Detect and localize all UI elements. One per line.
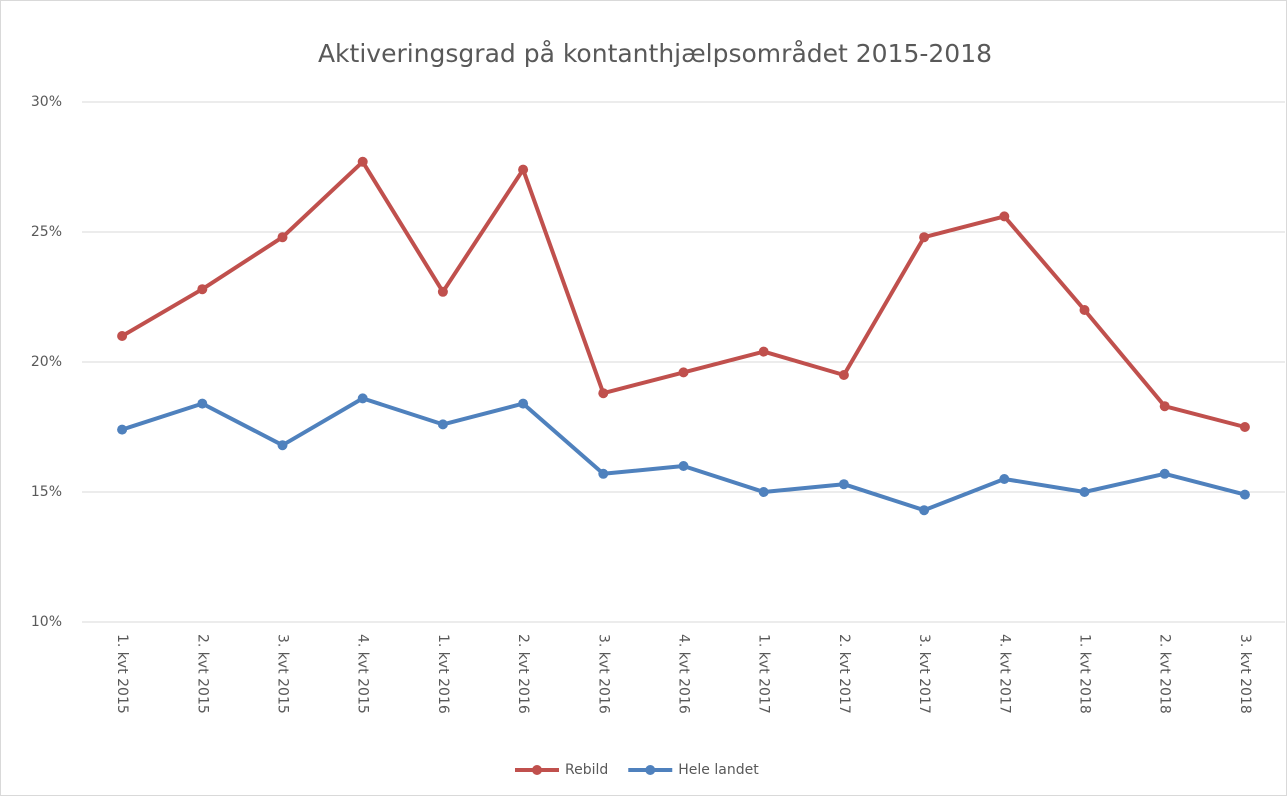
y-tick-label: 15%: [31, 484, 62, 500]
point: [117, 424, 128, 435]
x-tick-label: 1. kvt 2015: [114, 634, 130, 714]
point: [357, 156, 368, 167]
point: [1239, 422, 1250, 432]
x-tick-label: 2. kvt 2016: [515, 634, 531, 714]
point: [1159, 401, 1170, 412]
x-tick-label: 4. kvt 2017: [996, 634, 1012, 714]
point: [838, 479, 849, 490]
legend-label: Hele landet: [678, 762, 759, 778]
x-tick-label: 4. kvt 2015: [355, 634, 371, 714]
y-tick-label: 20%: [31, 354, 62, 370]
x-tick-label: 1. kvt 2016: [435, 634, 451, 714]
point: [197, 284, 208, 295]
point: [518, 164, 529, 175]
point: [518, 398, 529, 409]
point: [197, 398, 208, 409]
x-tick-label: 3. kvt 2016: [595, 634, 611, 714]
legend-item: Rebild: [515, 762, 608, 778]
point: [1079, 487, 1090, 497]
x-tick-label: 4. kvt 2016: [676, 634, 692, 714]
chart-title: Aktiveringsgrad på kontanthjælpsområdet …: [318, 39, 992, 68]
point: [999, 474, 1010, 484]
point: [1239, 489, 1250, 500]
point: [678, 367, 689, 378]
x-tick-label: 3. kvt 2018: [1237, 634, 1253, 714]
point: [357, 393, 368, 404]
x-tick-label: 2. kvt 2015: [194, 634, 210, 714]
point: [437, 286, 448, 297]
y-tick-label: 25%: [31, 224, 62, 240]
x-tick-label: 1. kvt 2017: [756, 634, 772, 714]
point: [598, 388, 609, 399]
point: [838, 370, 849, 380]
legend-label: Rebild: [565, 762, 608, 778]
point: [919, 505, 930, 516]
legend-item: Hele landet: [628, 762, 759, 778]
y-tick-label: 10%: [31, 614, 62, 630]
point: [598, 468, 609, 479]
point: [758, 487, 769, 497]
point: [277, 440, 288, 451]
point: [919, 232, 930, 243]
point: [1159, 468, 1170, 479]
point: [277, 232, 288, 243]
x-tick-label: 3. kvt 2017: [916, 634, 932, 714]
point: [1079, 305, 1090, 315]
point: [999, 211, 1010, 222]
point: [678, 461, 689, 471]
x-tick-label: 1. kvt 2018: [1077, 634, 1093, 714]
point: [117, 331, 128, 341]
x-tick-label: 3. kvt 2015: [275, 634, 291, 714]
point: [758, 346, 769, 357]
point: [437, 419, 448, 430]
x-tick-label: 2. kvt 2017: [836, 634, 852, 714]
legend-marker: [532, 765, 542, 775]
x-tick-label: 2. kvt 2018: [1157, 634, 1173, 714]
y-tick-label: 30%: [31, 94, 62, 110]
legend-marker: [645, 765, 656, 775]
